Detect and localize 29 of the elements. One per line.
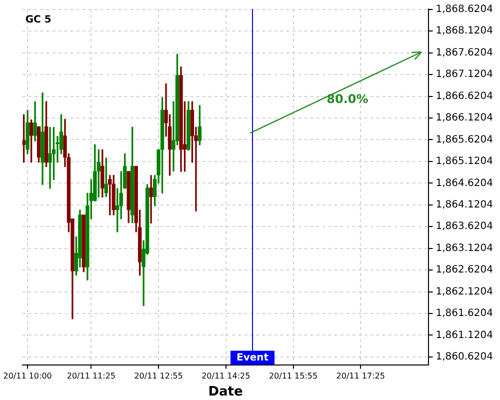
candlestick — [149, 175, 153, 224]
y-tick-label: 1,868.6204 — [436, 4, 494, 16]
x-axis-title: Date — [208, 384, 244, 400]
y-tick-label: 1,862.6204 — [436, 264, 494, 276]
y-tick-label: 1,864.1204 — [436, 200, 494, 211]
x-tick-label: 20/11 12:55 — [134, 372, 183, 381]
x-tick-label: 20/11 10:00 — [3, 372, 52, 381]
y-tick-label: 1,866.1204 — [436, 112, 494, 124]
x-tick-label: 20/11 11:25 — [66, 372, 116, 381]
y-tick-label: 1,865.1204 — [436, 156, 494, 168]
y-tick-label: 1,868.1204 — [436, 26, 494, 37]
y-tick-label: 1,861.6204 — [436, 308, 494, 320]
ref-line-label: Event — [236, 352, 269, 364]
x-tick-label: 20/11 17:25 — [336, 372, 385, 381]
annotation: 80.0% — [326, 92, 368, 106]
y-tick-label: 1,866.6204 — [436, 90, 494, 102]
text: GC 5 — [25, 14, 52, 26]
y-tick-label: 1,867.6204 — [436, 47, 494, 58]
candlestick — [48, 126, 52, 189]
y-tick-label: 1,863.1204 — [436, 242, 494, 254]
y-tick-label: 1,862.1204 — [436, 286, 494, 298]
y-tick-label: 1,867.1204 — [436, 69, 494, 80]
y-tick-label: 1,863.6204 — [436, 221, 494, 232]
y-tick-label: 1,865.6204 — [436, 134, 494, 146]
x-tick-label: 20/11 15:55 — [268, 372, 318, 381]
y-tick-label: 1,864.6204 — [436, 178, 494, 189]
y-tick-label: 1,860.6204 — [436, 352, 494, 363]
y-tick-label: 1,861.1204 — [436, 330, 494, 341]
x-tick-label: 20/11 14:25 — [202, 372, 250, 381]
